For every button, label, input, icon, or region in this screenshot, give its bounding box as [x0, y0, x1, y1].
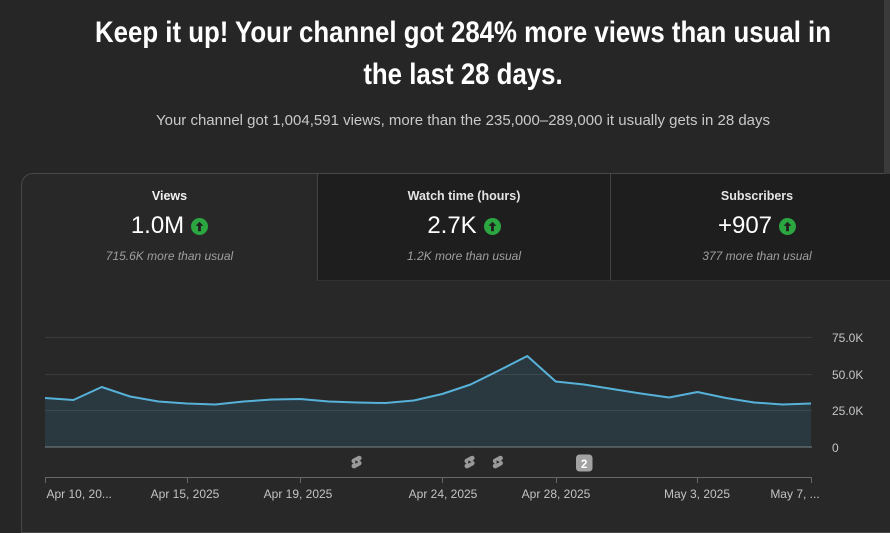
- svg-text:Apr 10, 20...: Apr 10, 20...: [47, 487, 112, 501]
- svg-text:25.0K: 25.0K: [832, 404, 863, 418]
- svg-text:Apr 19, 2025: Apr 19, 2025: [264, 487, 333, 501]
- svg-text:Apr 24, 2025: Apr 24, 2025: [409, 487, 478, 501]
- svg-text:75.0K: 75.0K: [832, 331, 863, 345]
- svg-text:50.0K: 50.0K: [832, 368, 863, 382]
- svg-text:2: 2: [581, 459, 587, 471]
- svg-text:May 7, ...: May 7, ...: [770, 487, 819, 501]
- svg-text:May 3, 2025: May 3, 2025: [664, 487, 730, 501]
- svg-text:Apr 15, 2025: Apr 15, 2025: [151, 487, 220, 501]
- svg-text:0: 0: [832, 441, 839, 455]
- svg-text:Apr 28, 2025: Apr 28, 2025: [522, 487, 591, 501]
